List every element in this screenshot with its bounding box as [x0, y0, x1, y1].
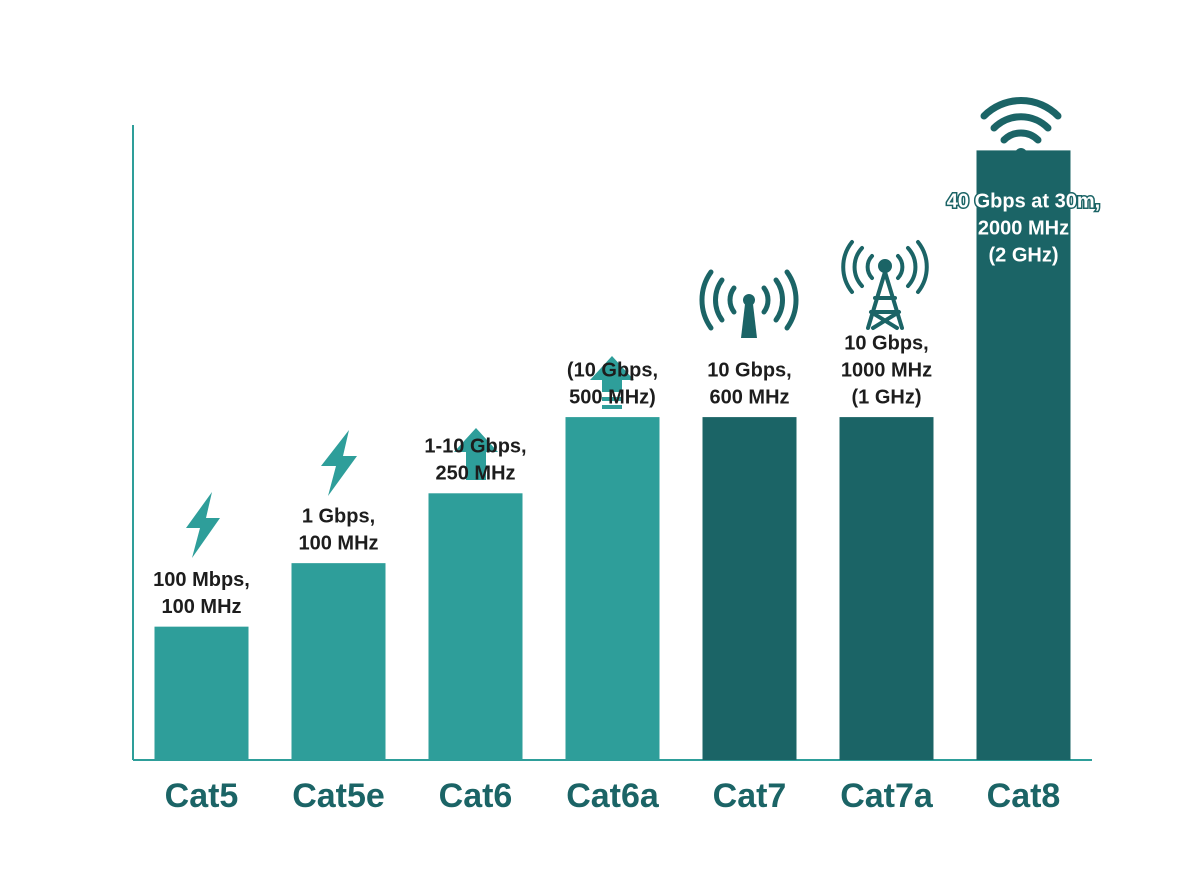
data-label: 250 MHz	[435, 463, 515, 485]
data-label: (2 GHz)	[989, 245, 1059, 267]
bar	[154, 626, 249, 760]
x-tick-label: Cat7a	[840, 777, 934, 815]
data-label: 500 MHz)	[569, 386, 656, 408]
data-label: (10 Gbps,	[567, 359, 658, 381]
tower-icon	[841, 240, 929, 330]
x-tick-label: Cat6a	[566, 777, 660, 815]
data-label: 10 Gbps,	[707, 359, 791, 381]
x-tick-label: Cat8	[987, 777, 1061, 815]
x-tick-label: Cat5	[165, 777, 239, 815]
arrow-lines-icon	[590, 356, 634, 409]
bolt-icon	[186, 492, 220, 558]
bar	[839, 417, 934, 760]
data-label: 100 MHz	[298, 532, 378, 554]
data-label: 10 Gbps,	[844, 332, 928, 354]
bar	[291, 563, 386, 760]
data-label: 100 Mbps,	[153, 569, 250, 591]
data-label: 1 Gbps,	[302, 505, 375, 527]
data-label: 2000 MHz	[978, 218, 1069, 240]
x-tick-label: Cat5e	[292, 777, 385, 815]
data-label: 1-10 Gbps,	[424, 436, 526, 458]
bar	[702, 417, 797, 760]
antenna-icon	[699, 269, 799, 338]
data-label: 1000 MHz	[841, 359, 932, 381]
x-tick-label: Cat6	[439, 777, 513, 815]
data-label: 40 Gbps at 30m,	[947, 191, 1100, 213]
bar	[565, 417, 660, 760]
data-label: 600 MHz	[709, 386, 789, 408]
x-tick-label: Cat7	[713, 777, 787, 815]
bolt-icon	[321, 430, 357, 496]
data-label: 100 MHz	[161, 596, 241, 618]
data-label: (1 GHz)	[852, 386, 922, 408]
bar	[976, 150, 1071, 760]
bar	[428, 493, 523, 760]
arrow-icon	[454, 428, 498, 480]
icons	[186, 97, 1062, 558]
